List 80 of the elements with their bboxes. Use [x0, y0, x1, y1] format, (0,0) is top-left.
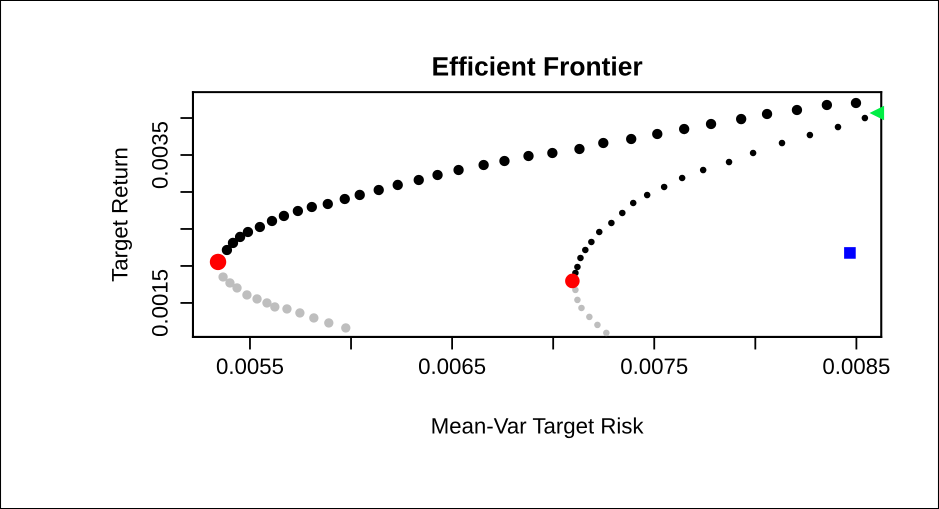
point: [225, 278, 235, 288]
point: [292, 206, 304, 216]
x-tick-label: 0.0065: [418, 358, 486, 374]
point: [270, 302, 280, 312]
x-tick-label: 0.0085: [823, 358, 890, 374]
point: [582, 246, 589, 254]
point: [822, 100, 832, 110]
point: [266, 216, 278, 226]
x-tick-label: 0.0055: [216, 358, 284, 374]
point: [309, 313, 319, 323]
point: [870, 106, 884, 120]
point: [547, 148, 558, 158]
y-axis-title: Target Return: [112, 148, 132, 282]
point: [262, 298, 272, 308]
point: [322, 198, 333, 210]
point: [850, 98, 862, 108]
point: [578, 304, 585, 312]
point: [660, 184, 668, 190]
point: [499, 156, 510, 166]
point: [644, 192, 650, 198]
point: [295, 308, 305, 318]
point: [577, 254, 584, 262]
point: [565, 274, 580, 288]
point: [608, 220, 615, 226]
point: [234, 232, 246, 242]
point: [762, 108, 772, 120]
point: [392, 180, 403, 190]
point: [596, 228, 603, 236]
point: [750, 150, 756, 156]
point: [414, 174, 424, 186]
point: [242, 290, 252, 300]
point: [844, 247, 856, 259]
point: [678, 174, 686, 182]
point: [324, 318, 334, 328]
point: [792, 104, 802, 116]
point: [700, 166, 706, 174]
point: [341, 323, 350, 333]
y-tick-label: 0.0035: [152, 122, 168, 188]
point: [574, 144, 585, 154]
x-tick-label: 0.0075: [621, 358, 688, 374]
point: [630, 200, 636, 206]
point: [242, 226, 254, 238]
point: [603, 330, 610, 336]
point: [218, 272, 228, 282]
point: [210, 254, 226, 270]
point: [726, 158, 732, 166]
point: [282, 304, 292, 314]
point: [588, 238, 595, 246]
point: [228, 238, 238, 248]
point: [354, 190, 365, 200]
point: [594, 322, 601, 328]
point: [679, 124, 690, 134]
y-tick-label: 0.0015: [152, 270, 168, 336]
x-axis-title: Mean-Var Target Risk: [432, 417, 644, 438]
point: [862, 114, 868, 122]
point: [254, 222, 266, 232]
point: [626, 134, 636, 144]
point: [252, 294, 262, 304]
point: [374, 184, 384, 196]
point: [652, 128, 662, 140]
point: [736, 114, 746, 124]
point: [598, 138, 608, 148]
point: [232, 283, 242, 293]
point: [619, 210, 626, 216]
point: [574, 264, 581, 270]
point: [834, 124, 842, 130]
point: [278, 210, 290, 222]
point: [306, 202, 317, 212]
point: [806, 132, 814, 138]
point: [222, 244, 232, 256]
point: [586, 314, 593, 320]
point: [340, 194, 350, 204]
point: [453, 164, 464, 176]
point: [574, 296, 581, 304]
point: [778, 140, 786, 146]
point: [706, 118, 716, 130]
point: [478, 160, 489, 170]
point: [432, 170, 443, 180]
point: [523, 150, 534, 162]
chart-title: Efficient Frontier: [433, 56, 642, 76]
